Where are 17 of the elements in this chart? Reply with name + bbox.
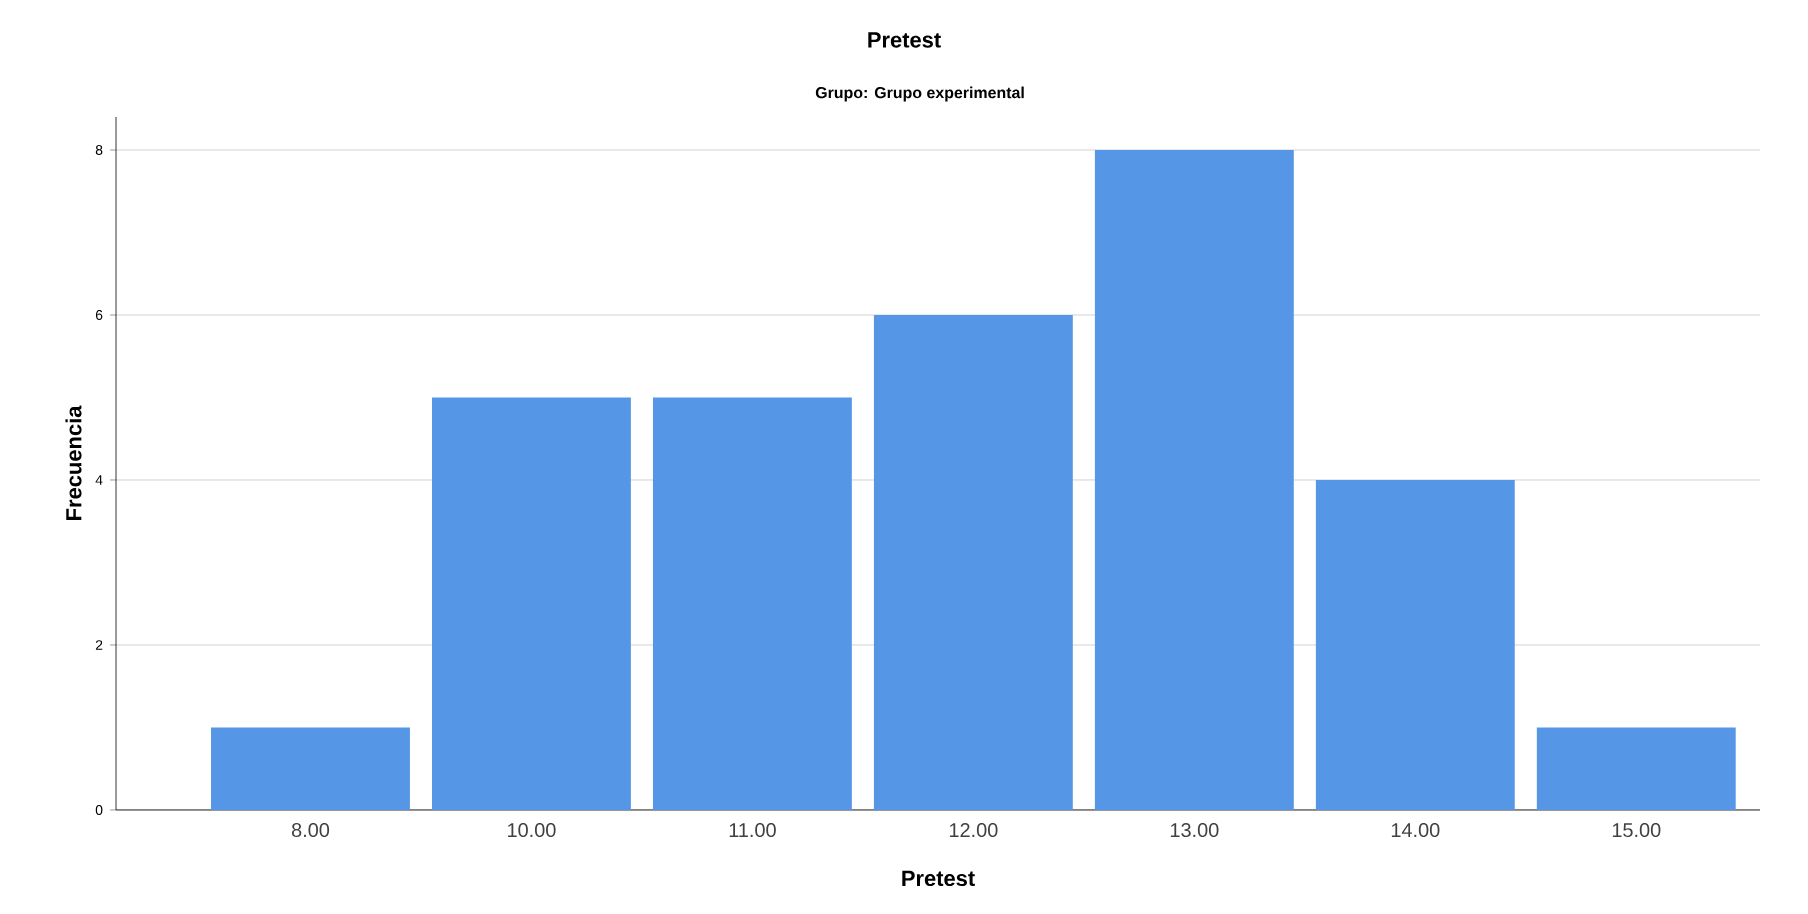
x-tick-label: 11.00: [729, 823, 776, 838]
x-tick-label: 13.00: [1170, 823, 1219, 838]
bar: [1094, 149, 1294, 810]
x-tick-label: 12.00: [949, 823, 998, 838]
bar: [1536, 727, 1736, 810]
bar: [211, 727, 410, 810]
bar: [432, 397, 631, 810]
x-tick-label: 15.00: [1612, 823, 1661, 838]
bar: [873, 314, 1073, 810]
x-tick-label: 8.00: [291, 823, 330, 838]
bar: [1315, 479, 1515, 810]
x-tick-label: 14.00: [1391, 823, 1440, 838]
x-tick-label: 10.00: [508, 823, 556, 838]
bar: [652, 397, 852, 810]
chart-title: Pretest: [868, 32, 941, 48]
x-axis-title: Pretest: [902, 870, 975, 887]
y-axis-title: Frecuencia: [65, 405, 82, 520]
